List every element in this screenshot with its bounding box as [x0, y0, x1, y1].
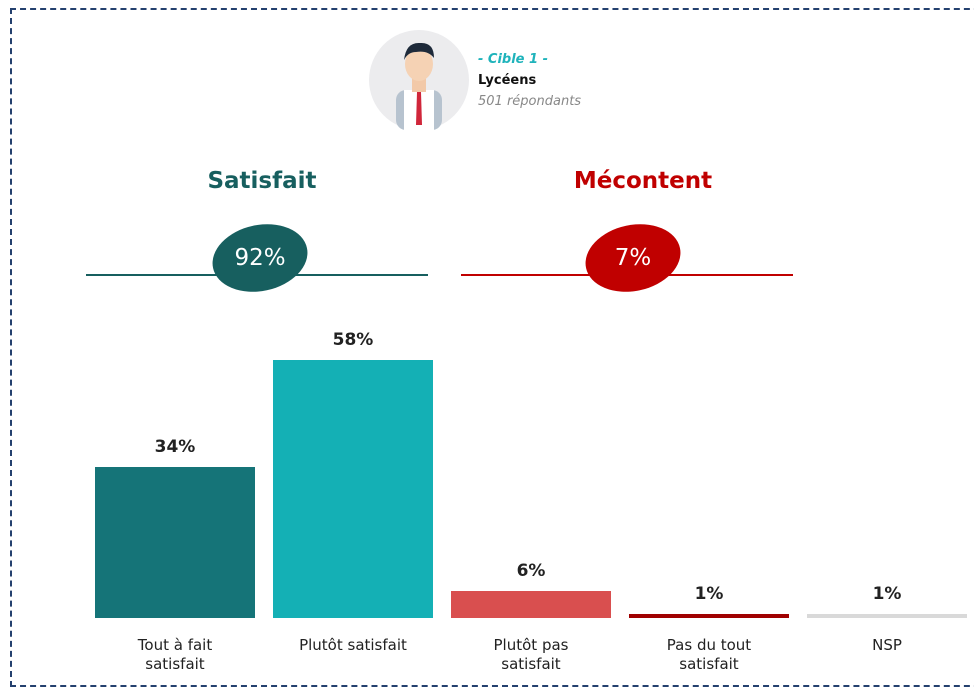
bar	[95, 466, 255, 618]
target: - Cible 1 -	[478, 52, 548, 67]
value-label: 1%	[694, 583, 724, 604]
bar	[273, 359, 433, 618]
bar	[629, 613, 789, 618]
summary-value: 92%	[234, 245, 286, 271]
summary-title: Mécontent	[573, 168, 713, 194]
category-label: Plutôt pas satisfait	[493, 636, 569, 673]
summary-title: Satisfait	[207, 168, 317, 194]
bar	[807, 613, 967, 618]
avatar	[369, 30, 469, 130]
category-label: NSP	[872, 636, 902, 654]
value-label: 6%	[516, 561, 546, 582]
category-label: Plutôt satisfait	[299, 636, 407, 654]
summary-value: 7%	[614, 245, 652, 271]
category-label: Tout à fait satisfait	[137, 636, 213, 673]
bar	[451, 591, 611, 618]
value-label: 1%	[872, 583, 902, 604]
value-label: 58%	[332, 329, 374, 350]
group: Lycéens	[478, 73, 537, 88]
dashed-frame	[10, 8, 974, 687]
category-label: Pas du tout satisfait	[666, 636, 752, 673]
respondents: 501 répondants	[478, 94, 582, 109]
value-label: 34%	[154, 436, 196, 457]
